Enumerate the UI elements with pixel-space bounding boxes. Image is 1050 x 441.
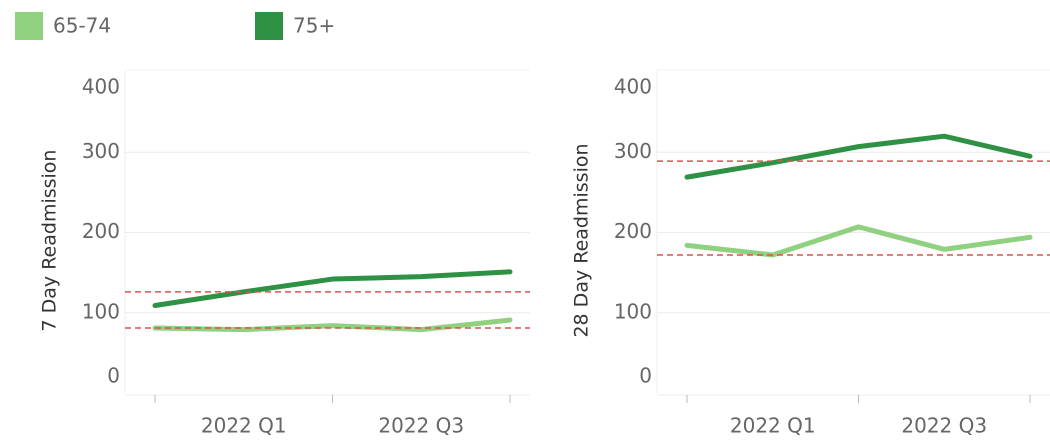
- y-tick-label: 200: [82, 219, 120, 243]
- y-tick-label: 0: [107, 364, 120, 388]
- y-tick-label: 300: [614, 139, 652, 163]
- y-axis-label: 28 Day Readmission: [571, 143, 593, 337]
- legend-label: 65-74: [53, 14, 111, 38]
- series-line: 75+: [684, 133, 1033, 180]
- y-axis-label: 7 Day Readmission: [39, 150, 61, 332]
- series-line: 75+: [152, 269, 513, 309]
- legend-label: 75+: [293, 14, 335, 38]
- y-tick-label: 400: [82, 75, 120, 99]
- series-line: 65-74: [152, 317, 513, 333]
- y-tick-label: 300: [82, 139, 120, 163]
- y-tick-label: 400: [614, 75, 652, 99]
- y-tick-label: 0: [639, 364, 652, 388]
- y-tick-label: 100: [614, 299, 652, 323]
- y-tick-label: 100: [82, 299, 120, 323]
- legend-swatch: [255, 12, 283, 40]
- x-tick-label: 2022 Q3: [378, 414, 464, 438]
- x-tick-label: 2022 Q3: [901, 414, 987, 438]
- legend-swatch: [15, 12, 43, 40]
- x-tick-label: 2022 Q1: [201, 414, 287, 438]
- y-tick-label: 200: [614, 219, 652, 243]
- x-tick-label: 2022 Q1: [730, 414, 816, 438]
- series-line: 65-74: [684, 224, 1033, 258]
